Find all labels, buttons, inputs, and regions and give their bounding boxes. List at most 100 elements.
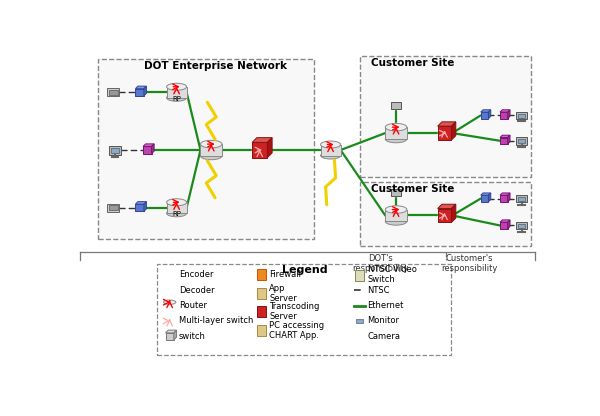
Text: Customer Site: Customer Site [371, 58, 455, 68]
Text: Encoder: Encoder [179, 270, 214, 279]
Polygon shape [451, 204, 456, 223]
Polygon shape [144, 202, 146, 211]
Polygon shape [437, 208, 451, 223]
Bar [320, 144, 341, 156]
Ellipse shape [385, 206, 407, 213]
Polygon shape [437, 126, 451, 140]
Polygon shape [165, 313, 178, 316]
Polygon shape [500, 112, 508, 119]
Bar [518, 224, 525, 228]
Polygon shape [500, 193, 510, 195]
Bar [355, 270, 364, 281]
Text: Legend: Legend [281, 265, 327, 275]
Polygon shape [488, 193, 491, 202]
Polygon shape [166, 285, 176, 287]
Polygon shape [508, 135, 510, 144]
Polygon shape [488, 110, 491, 119]
Polygon shape [144, 86, 146, 96]
Bar [257, 325, 266, 337]
FancyBboxPatch shape [360, 182, 531, 246]
Bar [385, 127, 407, 139]
Polygon shape [136, 89, 144, 96]
Text: App
Server: App Server [269, 284, 297, 303]
Polygon shape [166, 272, 173, 278]
Text: Decoder: Decoder [179, 286, 215, 295]
Polygon shape [166, 333, 174, 340]
Text: Transcoding
Server: Transcoding Server [269, 302, 319, 322]
Ellipse shape [385, 218, 407, 225]
Ellipse shape [320, 141, 341, 148]
Bar [109, 146, 121, 154]
Polygon shape [481, 112, 488, 119]
Text: Customer's
responsibility: Customer's responsibility [441, 254, 497, 273]
Text: Customer Site: Customer Site [371, 184, 455, 194]
Polygon shape [252, 142, 268, 158]
Polygon shape [173, 285, 176, 293]
Polygon shape [252, 138, 272, 142]
Polygon shape [500, 195, 508, 202]
Bar [385, 210, 407, 221]
Bar [167, 202, 187, 213]
Text: RP: RP [172, 96, 181, 102]
Polygon shape [152, 144, 154, 154]
Polygon shape [500, 222, 508, 229]
Ellipse shape [200, 152, 222, 160]
Polygon shape [500, 135, 510, 138]
Bar [517, 111, 527, 119]
Text: DOT's
responsibility: DOT's responsibility [352, 254, 409, 273]
Bar [257, 306, 266, 317]
Bar [109, 90, 118, 95]
Polygon shape [451, 122, 456, 140]
Ellipse shape [200, 140, 222, 148]
Text: RP: RP [172, 211, 181, 217]
Polygon shape [136, 86, 146, 89]
Bar [518, 139, 525, 143]
Polygon shape [437, 204, 456, 208]
Ellipse shape [167, 83, 187, 90]
Ellipse shape [164, 307, 176, 311]
Text: Multi-layer switch: Multi-layer switch [179, 317, 253, 325]
FancyBboxPatch shape [157, 264, 451, 355]
Bar [391, 189, 401, 196]
Bar [518, 114, 525, 118]
Bar [110, 148, 119, 153]
Polygon shape [437, 122, 456, 126]
Polygon shape [136, 202, 146, 204]
Polygon shape [173, 269, 176, 278]
Bar [356, 319, 364, 323]
Bar [517, 195, 527, 202]
Ellipse shape [320, 152, 341, 159]
Bar [257, 288, 266, 300]
Polygon shape [166, 287, 173, 293]
Polygon shape [165, 316, 175, 326]
Polygon shape [143, 146, 152, 154]
Polygon shape [508, 110, 510, 119]
Bar [107, 88, 119, 97]
Ellipse shape [385, 135, 407, 143]
Polygon shape [166, 330, 176, 333]
Text: Camera: Camera [368, 332, 401, 341]
Text: switch: switch [179, 332, 206, 341]
Text: Router: Router [179, 301, 207, 310]
Text: NTSC: NTSC [368, 286, 390, 295]
Ellipse shape [164, 300, 176, 305]
Polygon shape [500, 220, 510, 222]
Bar [109, 205, 118, 210]
Bar [355, 333, 365, 340]
Polygon shape [500, 110, 510, 112]
Polygon shape [508, 220, 510, 229]
FancyBboxPatch shape [360, 56, 531, 177]
Bar [391, 102, 401, 109]
Text: Monitor: Monitor [368, 317, 400, 325]
Bar [167, 87, 187, 98]
Polygon shape [268, 138, 272, 158]
Polygon shape [508, 193, 510, 202]
Polygon shape [166, 269, 176, 272]
Polygon shape [481, 193, 491, 195]
Ellipse shape [167, 199, 187, 206]
Polygon shape [500, 138, 508, 144]
Polygon shape [481, 110, 491, 112]
Ellipse shape [167, 94, 187, 101]
Text: DOT Enterprise Network: DOT Enterprise Network [143, 61, 287, 71]
Bar [107, 203, 119, 212]
